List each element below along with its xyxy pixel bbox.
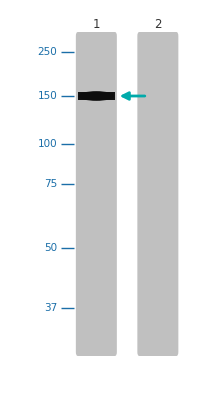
Bar [87,92,96,100]
Text: 150: 150 [38,91,57,101]
FancyBboxPatch shape [137,32,177,356]
FancyBboxPatch shape [75,32,116,356]
Bar [78,92,87,100]
Text: 50: 50 [44,243,57,253]
Text: 1: 1 [92,18,100,30]
Text: 37: 37 [44,303,57,313]
Text: 2: 2 [153,18,161,30]
Text: 250: 250 [38,47,57,57]
Bar [105,92,114,100]
Ellipse shape [78,91,113,101]
Text: 75: 75 [44,179,57,189]
Text: 100: 100 [38,139,57,149]
Bar [96,92,105,100]
